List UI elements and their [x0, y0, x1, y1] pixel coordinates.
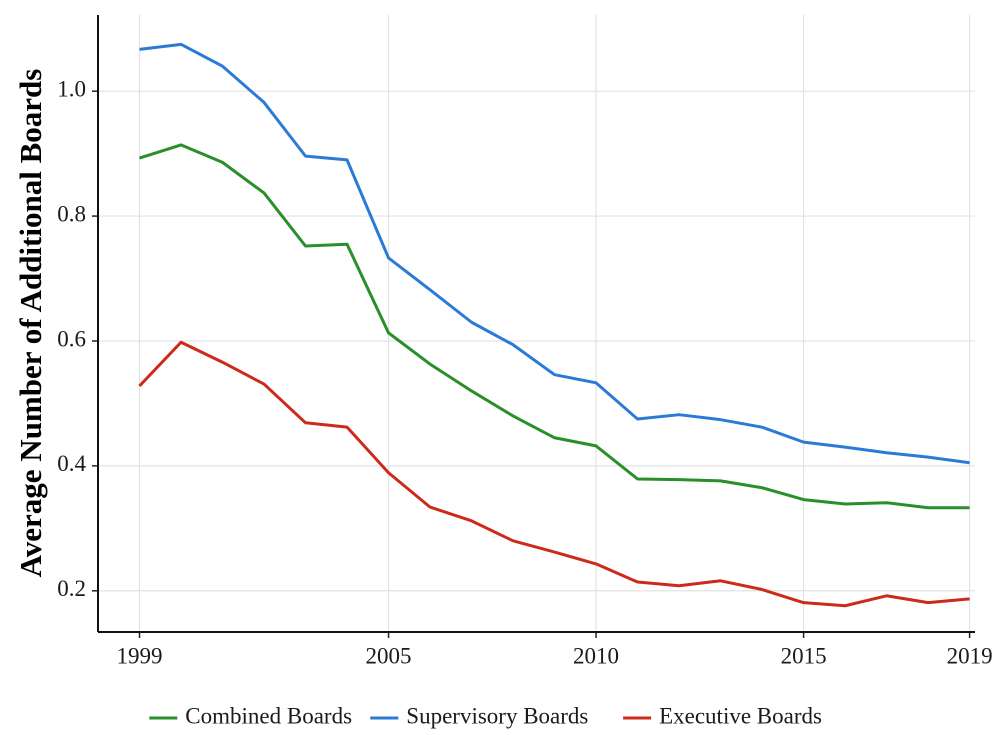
legend-label: Executive Boards	[659, 703, 822, 728]
data-line	[138, 340, 970, 608]
x-tick-label: 2015	[781, 643, 827, 668]
y-tick-label: 1.0	[57, 76, 86, 101]
x-tick-label: 1999	[117, 643, 163, 668]
legend-label: Supervisory Boards	[406, 703, 588, 728]
y-tick-label: 0.2	[57, 576, 86, 601]
y-tick-label: 0.6	[57, 326, 86, 351]
data-line	[139, 143, 970, 510]
y-tick-label: 0.8	[57, 201, 86, 226]
legend-label: Combined Boards	[185, 703, 352, 728]
x-tick-label: 2010	[573, 643, 619, 668]
data-line	[139, 42, 970, 465]
y-axis-label: Average Number of Additional Boards	[13, 69, 48, 578]
y-tick-label: 0.4	[57, 451, 86, 476]
x-tick-label: 2019	[947, 643, 993, 668]
x-tick-label: 2005	[366, 643, 412, 668]
